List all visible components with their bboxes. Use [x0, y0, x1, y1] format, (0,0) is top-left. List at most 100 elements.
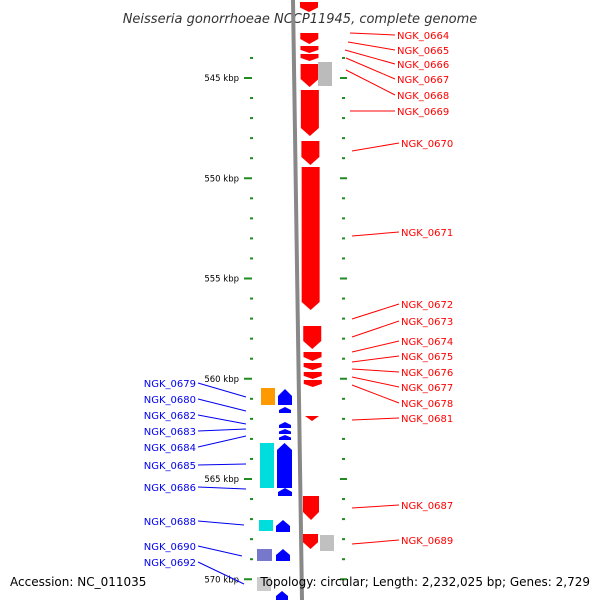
kbp-label: 545 kbp — [204, 74, 239, 84]
gene-label-forward: NGK_0672 — [401, 300, 453, 311]
major-tick-right — [340, 77, 347, 79]
minor-tick-right — [342, 137, 345, 140]
cyan-feature-block — [260, 443, 274, 488]
gene-label-forward: NGK_0670 — [401, 139, 453, 150]
minor-tick-left — [250, 137, 253, 140]
orange-feature-block — [261, 388, 275, 405]
gene-label-forward: NGK_0669 — [397, 107, 449, 118]
leader-line — [351, 303, 400, 320]
gene-label-reverse: NGK_0690 — [144, 542, 196, 553]
gene-label-reverse: NGK_0685 — [144, 461, 196, 472]
leader-line — [347, 41, 396, 51]
leader-line — [197, 520, 245, 526]
leader-line — [344, 49, 396, 65]
leader-line — [197, 414, 247, 425]
cyan-feature-block — [259, 520, 273, 531]
leader-line — [345, 69, 396, 96]
leader-line — [197, 382, 247, 398]
minor-tick-right — [342, 417, 345, 420]
topology-text: Topology: circular; Length: 2,232,025 bp… — [259, 575, 590, 589]
gene-label-reverse: NGK_0684 — [144, 443, 196, 454]
leader-line — [351, 231, 400, 237]
leader-line — [351, 384, 400, 404]
leader-line — [197, 561, 245, 585]
accession-text: Accession: NC_011035 — [10, 575, 146, 589]
kbp-label: 570 kbp — [204, 575, 239, 585]
leader-line — [351, 539, 400, 545]
kbp-major-tick — [244, 377, 252, 380]
forward-gene-arrow — [303, 363, 322, 370]
minor-tick-left — [250, 397, 253, 400]
reverse-gene-arrow — [279, 407, 291, 413]
gene-label-reverse: NGK_0679 — [144, 379, 196, 390]
reverse-gene-arrow — [276, 549, 290, 561]
leader-line — [351, 340, 400, 353]
forward-gene-arrow — [300, 46, 319, 53]
label-leaders — [197, 32, 400, 585]
gene-label-forward: NGK_0681 — [401, 414, 453, 425]
gene-label-forward: NGK_0675 — [401, 352, 453, 363]
kbp-major-tick — [244, 478, 252, 480]
gene-label-reverse: NGK_0680 — [144, 395, 196, 406]
minor-tick-left — [250, 357, 253, 360]
kbp-major-tick — [244, 177, 252, 180]
gene-label-reverse: NGK_0686 — [144, 483, 196, 494]
gene-label-forward: NGK_0673 — [401, 317, 453, 328]
gene-label-forward: NGK_0678 — [401, 399, 453, 410]
forward-gene-arrow — [303, 326, 322, 349]
gene-label-forward: NGK_0677 — [401, 383, 453, 394]
minor-tick-right — [342, 56, 345, 59]
forward-gene-arrow — [300, 54, 319, 61]
forward-gene-arrow — [305, 416, 319, 421]
map-title: Neisseria gonorrhoeae NCCP11945, complet… — [123, 12, 478, 27]
minor-tick-left — [250, 297, 253, 300]
leader-line — [351, 376, 400, 388]
minor-tick-left — [250, 498, 253, 501]
minor-tick-right — [342, 518, 345, 521]
major-tick-right — [340, 377, 347, 380]
leader-line — [351, 320, 400, 338]
reverse-gene-arrow — [279, 429, 291, 434]
minor-tick-right — [342, 317, 345, 320]
leader-line — [197, 398, 247, 412]
reverse-gene-arrow — [278, 488, 292, 496]
reverse-gene-arrow — [279, 435, 291, 440]
leader-line — [351, 504, 400, 509]
leader-line — [351, 142, 400, 152]
gene-label-forward: NGK_0667 — [397, 75, 449, 86]
genome-backbone — [291, 0, 304, 600]
major-tick-right — [340, 177, 347, 180]
minor-tick-left — [250, 217, 253, 220]
minor-tick-right — [342, 558, 345, 561]
forward-gene-arrow — [301, 141, 320, 165]
minor-tick-right — [342, 357, 345, 360]
leader-line — [197, 435, 247, 448]
reverse-gene-arrow — [277, 443, 292, 488]
scale-ticks: 545 kbp 550 kbp 555 kbp 560 kbp 565 kbp 570 k… — [204, 74, 252, 585]
reverse-gene-arrow — [276, 520, 290, 532]
kbp-label: 565 kbp — [204, 475, 239, 485]
kbp-major-tick — [244, 277, 252, 280]
gene-label-forward: NGK_0671 — [401, 228, 453, 239]
minor-tick-right — [342, 257, 345, 260]
minor-tick-right — [342, 117, 345, 120]
minor-tick-right — [342, 157, 345, 160]
minor-tick-left — [250, 417, 253, 420]
gene-label-reverse: NGK_0683 — [144, 427, 196, 438]
leader-line — [197, 545, 243, 557]
minor-tick-right — [342, 498, 345, 501]
gene-labels: NGK_0664 NGK_0665 NGK_0666 NGK_0667 NGK_0668… — [144, 31, 454, 569]
gene-label-forward: NGK_0665 — [397, 46, 449, 57]
gene-label-forward: NGK_0666 — [397, 60, 449, 71]
kbp-label: 560 kbp — [204, 375, 239, 385]
pseudogene-block — [320, 535, 334, 551]
leader-line — [349, 32, 396, 36]
kbp-major-tick — [244, 77, 252, 79]
leader-line — [351, 417, 400, 421]
pseudogene-block — [318, 62, 332, 86]
minor-tick-left — [250, 558, 253, 561]
gene-features — [257, 2, 334, 600]
major-tick-right — [340, 478, 347, 480]
forward-gene-arrow — [300, 64, 319, 87]
